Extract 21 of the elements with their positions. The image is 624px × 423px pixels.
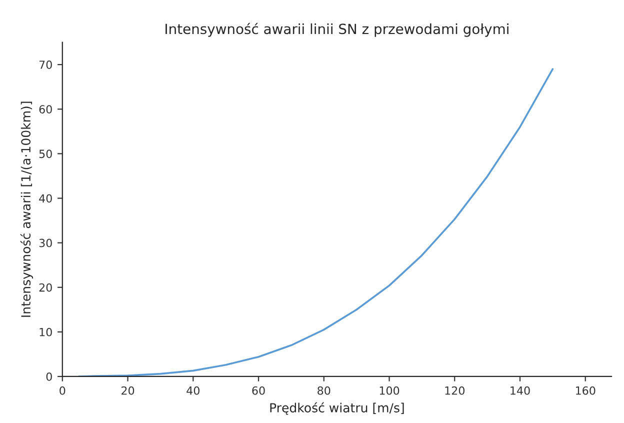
x-tick-label: 0 [60,386,66,395]
x-tick-label: 120 [445,386,464,395]
y-tick-label: 50 [39,150,52,158]
y-tick-label: 30 [39,238,52,248]
y-tick-label: 0 [46,372,52,381]
y-tick-label: 10 [40,328,52,336]
x-tick-label: 100 [380,386,400,395]
x-axis-title: Prędkość wiatru [m/s] [270,402,404,415]
y-tick-label: 60 [39,105,52,114]
x-tick-label: 160 [576,386,596,395]
x-tick-label: 60 [252,386,265,395]
x-tick-label: 140 [510,386,530,395]
y-tick-label: 70 [39,60,52,69]
x-tick-label: 20 [122,386,134,395]
x-tick-label: 40 [186,386,200,395]
y-axis-title: Intensywność awarii [1/(a·100km)] [20,102,33,317]
y-tick-label: 40 [39,194,52,203]
line-series [78,68,554,376]
y-tick-label: 20 [39,283,52,292]
chart-title: Intensywność awarii linii SN z przewodami gołymi [166,22,508,37]
x-tick-label: 80 [318,386,330,395]
